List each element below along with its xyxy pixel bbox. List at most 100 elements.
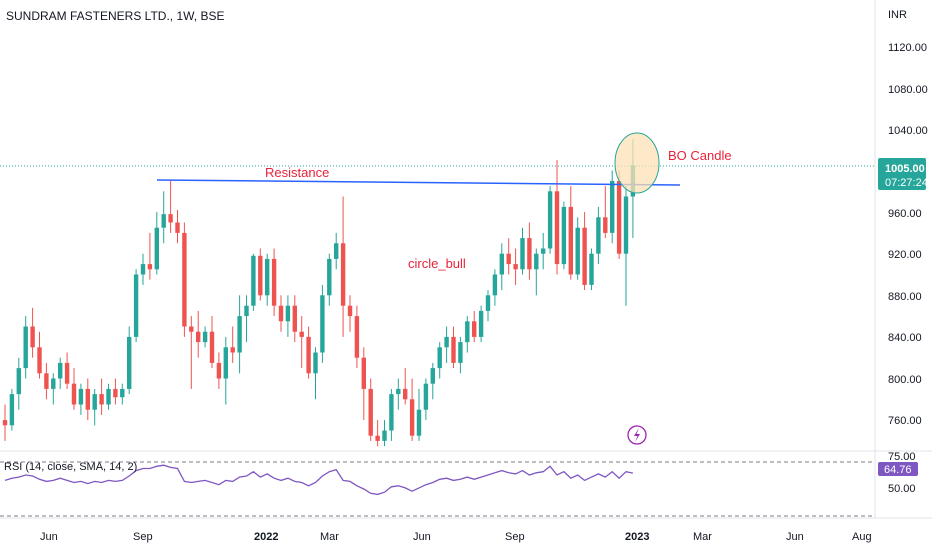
- candle[interactable]: [168, 180, 173, 233]
- candle[interactable]: [423, 378, 429, 421]
- candle[interactable]: [527, 222, 532, 280]
- candle[interactable]: [182, 222, 187, 337]
- candle[interactable]: [78, 383, 84, 415]
- candle[interactable]: [175, 210, 180, 244]
- candle[interactable]: [23, 316, 28, 379]
- candle[interactable]: [71, 368, 77, 410]
- candle[interactable]: [154, 212, 159, 275]
- candle[interactable]: [375, 420, 380, 447]
- candle[interactable]: [30, 307, 35, 358]
- candle[interactable]: [237, 295, 242, 374]
- resistance-line[interactable]: [156, 179, 681, 186]
- candle[interactable]: [327, 253, 332, 306]
- candle[interactable]: [161, 191, 166, 244]
- candle[interactable]: [616, 170, 622, 259]
- candle[interactable]: [230, 326, 235, 363]
- candle[interactable]: [271, 248, 277, 317]
- resistance-label[interactable]: Resistance: [265, 165, 329, 180]
- candle[interactable]: [85, 378, 90, 421]
- candle[interactable]: [37, 331, 42, 379]
- candle[interactable]: [465, 316, 470, 353]
- bo-candle-circle[interactable]: [614, 132, 660, 194]
- candle[interactable]: [520, 227, 525, 275]
- candle[interactable]: [541, 232, 546, 270]
- candle[interactable]: [623, 186, 629, 306]
- candle[interactable]: [347, 295, 353, 332]
- candle[interactable]: [99, 378, 104, 415]
- candle[interactable]: [354, 305, 360, 369]
- candle[interactable]: [409, 378, 415, 441]
- time-axis[interactable]: Jun Sep 2022 Mar Jun Sep 2023 Mar Jun Au…: [40, 531, 872, 543]
- candle[interactable]: [51, 373, 56, 405]
- candle[interactable]: [244, 295, 249, 343]
- candle[interactable]: [258, 248, 263, 301]
- candle[interactable]: [403, 368, 408, 405]
- candle[interactable]: [189, 316, 194, 389]
- candle[interactable]: [265, 253, 270, 306]
- candle[interactable]: [320, 284, 325, 363]
- candle[interactable]: [361, 347, 366, 421]
- candle[interactable]: [2, 404, 8, 441]
- candle[interactable]: [582, 212, 587, 291]
- candle[interactable]: [485, 290, 491, 322]
- candle[interactable]: [575, 217, 580, 280]
- candle[interactable]: [223, 336, 228, 405]
- rsi-pane[interactable]: RSI (14, close, SMA, 14, 2) 75.00 50.00 …: [0, 451, 918, 517]
- candle[interactable]: [106, 383, 111, 410]
- candle[interactable]: [382, 420, 387, 447]
- candle[interactable]: [120, 383, 125, 405]
- candle[interactable]: [278, 295, 284, 332]
- lightning-icon[interactable]: [627, 425, 647, 445]
- candle[interactable]: [554, 160, 560, 275]
- candle[interactable]: [458, 336, 463, 374]
- candle[interactable]: [147, 232, 153, 280]
- candle[interactable]: [16, 357, 21, 410]
- candle[interactable]: [430, 362, 435, 400]
- candle[interactable]: [492, 269, 498, 306]
- bo-candle-label[interactable]: BO Candle: [668, 148, 732, 163]
- candle[interactable]: [58, 357, 63, 389]
- candle[interactable]: [451, 326, 456, 369]
- candle[interactable]: [416, 388, 422, 441]
- candle[interactable]: [92, 388, 97, 426]
- candle[interactable]: [506, 238, 511, 275]
- candle[interactable]: [472, 310, 477, 343]
- candle[interactable]: [368, 378, 373, 441]
- candle[interactable]: [64, 352, 70, 389]
- candle[interactable]: [589, 248, 594, 291]
- candle[interactable]: [140, 253, 146, 285]
- candle[interactable]: [340, 196, 346, 337]
- price-axis[interactable]: 1120.00 1080.00 1040.00 960.00 920.00 88…: [888, 42, 928, 427]
- candle[interactable]: [299, 316, 304, 369]
- candle[interactable]: [216, 352, 222, 389]
- candle[interactable]: [444, 326, 449, 363]
- candle[interactable]: [389, 388, 394, 441]
- candle[interactable]: [133, 269, 139, 343]
- candle[interactable]: [561, 201, 567, 270]
- candle[interactable]: [610, 170, 615, 244]
- candle[interactable]: [196, 310, 201, 358]
- candle[interactable]: [596, 206, 601, 265]
- candle[interactable]: [127, 326, 132, 395]
- circle-bull-label[interactable]: circle_bull: [408, 256, 466, 271]
- price-pane[interactable]: [0, 0, 875, 451]
- candle[interactable]: [513, 248, 518, 285]
- candle[interactable]: [202, 326, 208, 348]
- candle[interactable]: [44, 362, 49, 400]
- candle[interactable]: [251, 253, 256, 311]
- last-price-badge[interactable]: 1005.00 07:27:24: [878, 158, 928, 190]
- candle[interactable]: [478, 305, 484, 343]
- candle[interactable]: [334, 232, 339, 270]
- candle[interactable]: [9, 388, 15, 431]
- candle[interactable]: [396, 378, 401, 410]
- candle[interactable]: [209, 316, 215, 369]
- candle[interactable]: [568, 186, 573, 280]
- candle[interactable]: [292, 295, 297, 343]
- candle[interactable]: [306, 326, 311, 379]
- candle[interactable]: [285, 295, 291, 337]
- rsi-label[interactable]: RSI (14, close, SMA, 14, 2): [4, 461, 137, 473]
- candle[interactable]: [437, 342, 442, 379]
- candle[interactable]: [313, 347, 318, 400]
- candle[interactable]: [499, 243, 504, 291]
